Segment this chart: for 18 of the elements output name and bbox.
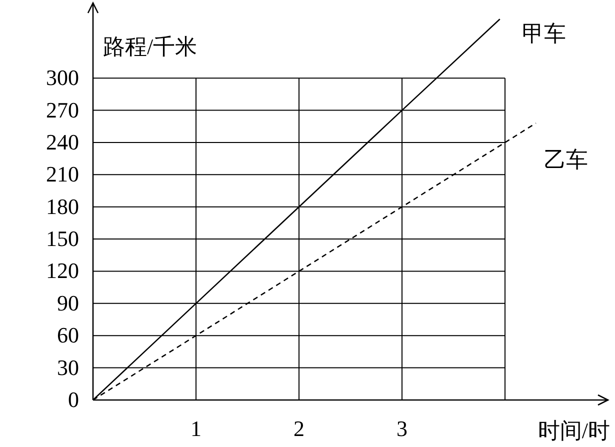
- y-tick-label: 60: [57, 322, 79, 348]
- y-axis-title: 路程/千米: [103, 34, 198, 59]
- x-tick-label: 1: [190, 416, 202, 441]
- y-tick-label: 120: [46, 258, 79, 284]
- y-tick-label: 0: [68, 387, 79, 412]
- x-axis-title: 时间/时: [538, 418, 610, 443]
- y-tick-label: 90: [57, 290, 79, 316]
- y-tick-label: 210: [46, 162, 79, 187]
- series-label: 甲车: [522, 21, 566, 46]
- y-tick-label: 270: [46, 97, 79, 122]
- series-label: 乙车: [544, 147, 588, 172]
- x-tick-label: 3: [396, 416, 408, 441]
- x-tick-label: 2: [294, 416, 304, 441]
- y-tick-label: 300: [46, 65, 79, 90]
- y-tick-label: 150: [46, 226, 79, 252]
- y-tick-label: 30: [57, 354, 79, 380]
- y-tick-label: 240: [46, 129, 79, 154]
- y-tick-label: 180: [46, 194, 79, 219]
